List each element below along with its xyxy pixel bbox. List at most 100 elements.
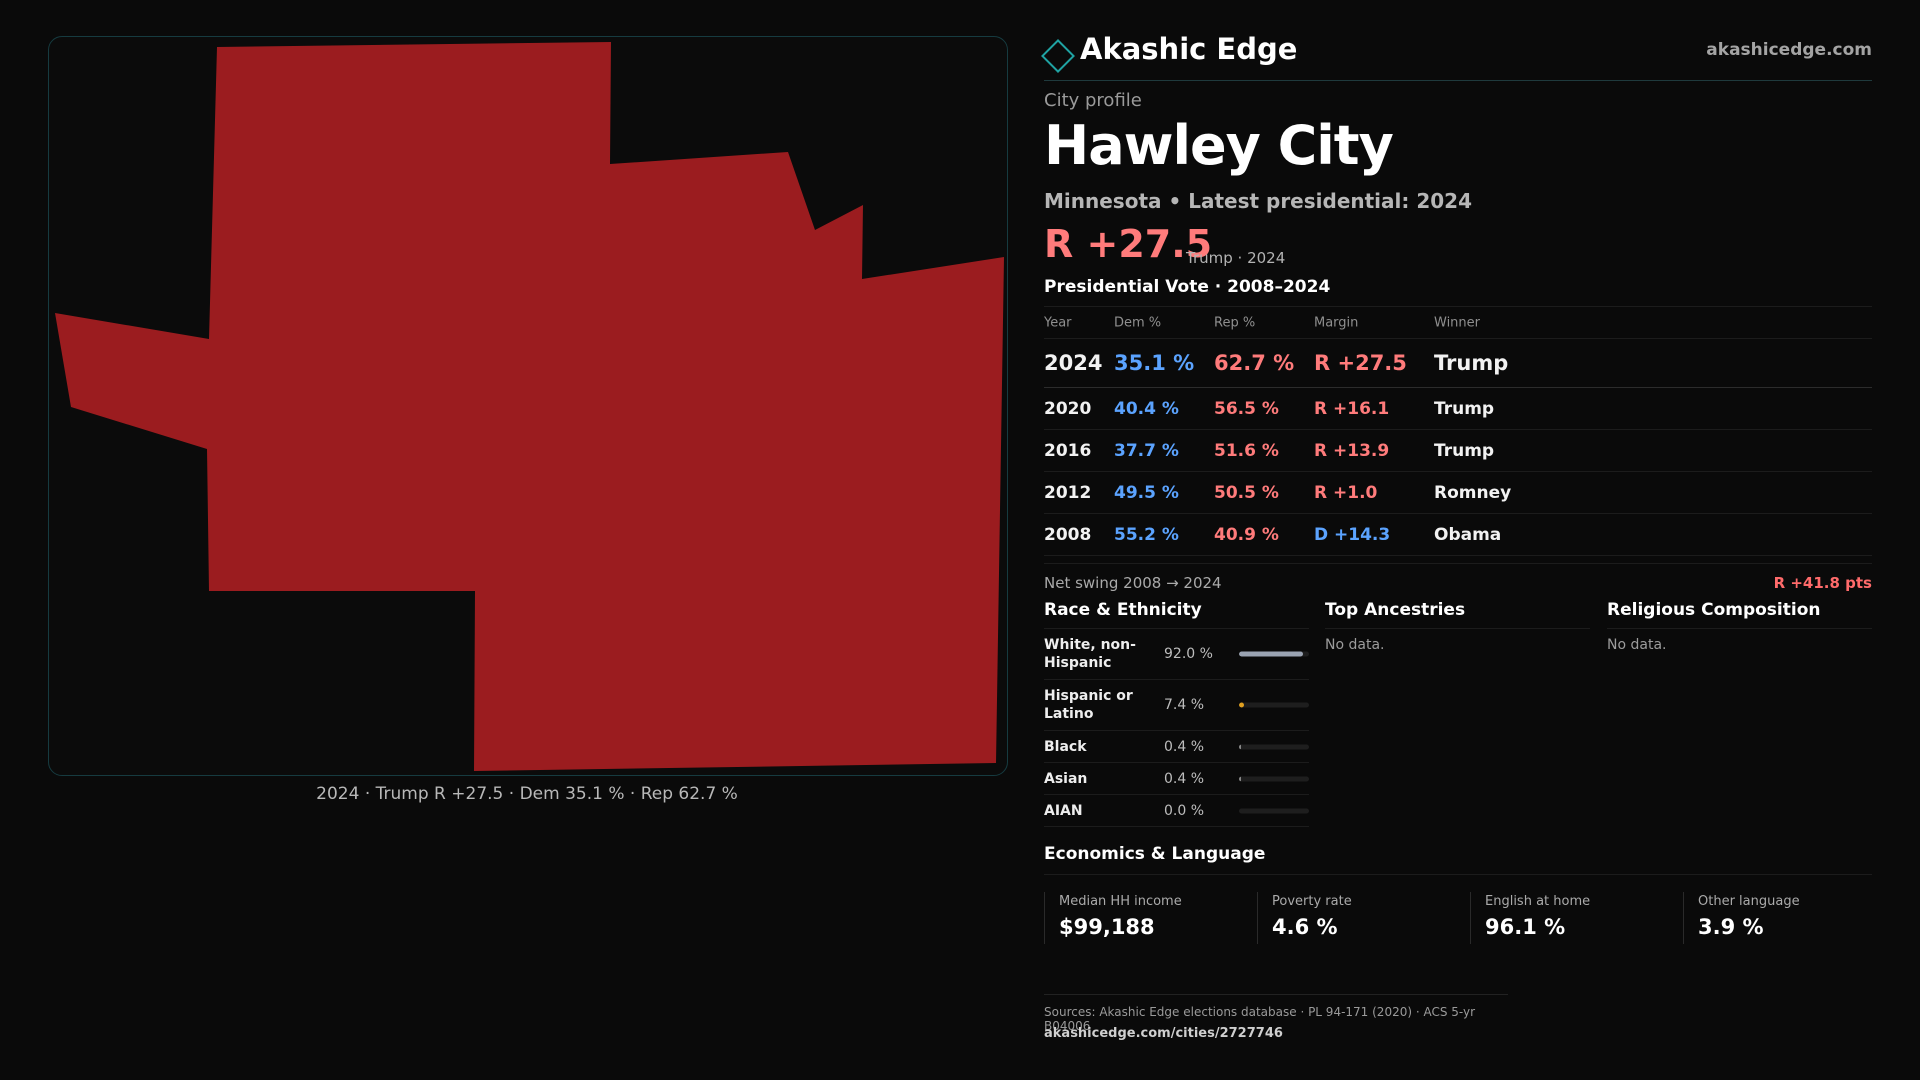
- header-rep: Rep %: [1214, 315, 1256, 330]
- econ-label: Other language: [1698, 894, 1800, 909]
- winner-cell: Trump: [1434, 398, 1495, 419]
- race-label: AIAN: [1044, 802, 1083, 819]
- city-boundary-shape[interactable]: [55, 42, 1004, 771]
- economics-card: Other language 3.9 %: [1683, 892, 1873, 944]
- race-bar: [1239, 776, 1309, 781]
- latest-margin: R +27.5: [1044, 222, 1213, 266]
- winner-cell: Trump: [1434, 351, 1509, 375]
- map-panel[interactable]: [48, 36, 1008, 776]
- dem-cell: 49.5 %: [1114, 482, 1179, 503]
- race-row: Asian 0.4 %: [1044, 763, 1309, 795]
- religion-section: Religious Composition No data.: [1607, 600, 1872, 653]
- table-row: 2024 35.1 % 62.7 % R +27.5 Trump: [1044, 339, 1872, 388]
- rep-cell: 50.5 %: [1214, 482, 1279, 503]
- race-bar: [1239, 702, 1309, 708]
- race-label: White, non-Hispanic: [1044, 637, 1136, 671]
- presidential-vote-title: Presidential Vote · 2008–2024: [1044, 277, 1331, 297]
- margin-cell: R +27.5: [1314, 351, 1407, 375]
- race-row: Hispanic or Latino 7.4 %: [1044, 680, 1309, 731]
- religion-empty: No data.: [1607, 637, 1667, 653]
- year-cell: 2012: [1044, 482, 1092, 503]
- race-row: White, non-Hispanic 92.0 %: [1044, 629, 1309, 680]
- ancestries-empty: No data.: [1325, 637, 1385, 653]
- latest-margin-note: Trump · 2024: [1186, 249, 1286, 267]
- race-value: 0.0 %: [1164, 802, 1205, 819]
- winner-cell: Obama: [1434, 524, 1502, 545]
- race-bar-fill: [1239, 744, 1241, 749]
- rep-cell: 51.6 %: [1214, 440, 1279, 461]
- race-value: 0.4 %: [1164, 770, 1205, 787]
- site-link[interactable]: akashicedge.com: [1706, 40, 1872, 60]
- dem-cell: 35.1 %: [1114, 351, 1195, 375]
- diamond-logo-icon: [1041, 39, 1075, 73]
- race-value: 7.4 %: [1164, 697, 1205, 713]
- race-bar: [1239, 744, 1309, 749]
- dem-cell: 40.4 %: [1114, 398, 1179, 419]
- margin-cell: R +16.1: [1314, 398, 1390, 419]
- table-row: 2020 40.4 % 56.5 % R +16.1 Trump: [1044, 388, 1872, 430]
- econ-label: English at home: [1485, 894, 1591, 909]
- econ-label: Median HH income: [1059, 894, 1182, 909]
- race-bar-fill: [1239, 776, 1241, 781]
- table-row: 2016 37.7 % 51.6 % R +13.9 Trump: [1044, 430, 1872, 472]
- econ-value: 3.9 %: [1698, 915, 1764, 939]
- econ-value: 96.1 %: [1485, 915, 1566, 939]
- header-winner: Winner: [1434, 315, 1481, 330]
- margin-cell: R +1.0: [1314, 482, 1378, 503]
- year-cell: 2024: [1044, 351, 1103, 375]
- economics-title: Economics & Language: [1044, 844, 1872, 875]
- economics-card: Median HH income $99,188: [1044, 892, 1254, 944]
- table-row: 2012 49.5 % 50.5 % R +1.0 Romney: [1044, 472, 1872, 514]
- rep-cell: 62.7 %: [1214, 351, 1295, 375]
- race-value: 0.4 %: [1164, 738, 1205, 755]
- map-caption: 2024 · Trump R +27.5 · Dem 35.1 % · Rep …: [316, 784, 738, 804]
- net-swing-value: R +41.8 pts: [1773, 574, 1872, 592]
- econ-value: $99,188: [1059, 915, 1155, 939]
- economics-card: English at home 96.1 %: [1470, 892, 1680, 944]
- race-bar: [1239, 808, 1309, 813]
- ancestries-section: Top Ancestries No data.: [1325, 600, 1590, 653]
- dem-cell: 55.2 %: [1114, 524, 1179, 545]
- economics-card: Poverty rate 4.6 %: [1257, 892, 1467, 944]
- table-header-row: Year Dem % Rep % Margin Winner: [1044, 307, 1872, 339]
- net-swing: Net swing 2008 → 2024 R +41.8 pts: [1044, 563, 1872, 592]
- presidential-table: Year Dem % Rep % Margin Winner 2024 35.1…: [1044, 306, 1872, 556]
- race-title: Race & Ethnicity: [1044, 600, 1309, 629]
- dem-cell: 37.7 %: [1114, 440, 1179, 461]
- rep-cell: 56.5 %: [1214, 398, 1279, 419]
- brand-name[interactable]: Akashic Edge: [1080, 32, 1298, 66]
- econ-value: 4.6 %: [1272, 915, 1338, 939]
- table-row: 2008 55.2 % 40.9 % D +14.3 Obama: [1044, 514, 1872, 556]
- race-bar: [1239, 651, 1309, 657]
- header-dem: Dem %: [1114, 315, 1162, 330]
- econ-label: Poverty rate: [1272, 894, 1352, 909]
- site-header: Akashic Edge akashicedge.com: [1041, 30, 1872, 81]
- race-label: Hispanic or Latino: [1044, 688, 1133, 722]
- religion-title: Religious Composition: [1607, 600, 1872, 629]
- page-kicker: City profile: [1044, 90, 1142, 111]
- header-margin: Margin: [1314, 315, 1359, 330]
- city-boundary-map: [55, 42, 1004, 771]
- page-subtitle: Minnesota • Latest presidential: 2024: [1044, 189, 1473, 213]
- race-bar-fill: [1239, 702, 1245, 708]
- race-section: Race & Ethnicity White, non-Hispanic 92.…: [1044, 600, 1309, 827]
- net-swing-label: Net swing 2008 → 2024: [1044, 574, 1222, 592]
- year-cell: 2008: [1044, 524, 1092, 545]
- race-label: Asian: [1044, 770, 1088, 787]
- margin-cell: D +14.3: [1314, 524, 1391, 545]
- rep-cell: 40.9 %: [1214, 524, 1279, 545]
- race-value: 92.0 %: [1164, 646, 1213, 662]
- race-row: Black 0.4 %: [1044, 731, 1309, 763]
- year-cell: 2016: [1044, 440, 1092, 461]
- winner-cell: Romney: [1434, 482, 1512, 503]
- race-label: Black: [1044, 738, 1087, 755]
- ancestries-title: Top Ancestries: [1325, 600, 1590, 629]
- sources-note: Sources: Akashic Edge elections database…: [1044, 994, 1508, 1033]
- page-title: Hawley City: [1044, 114, 1394, 177]
- race-row: AIAN 0.0 %: [1044, 795, 1309, 827]
- winner-cell: Trump: [1434, 440, 1495, 461]
- header-year: Year: [1044, 315, 1072, 330]
- page-url[interactable]: akashicedge.com/cities/2727746: [1044, 1026, 1283, 1041]
- race-bar-fill: [1239, 651, 1304, 657]
- year-cell: 2020: [1044, 398, 1092, 419]
